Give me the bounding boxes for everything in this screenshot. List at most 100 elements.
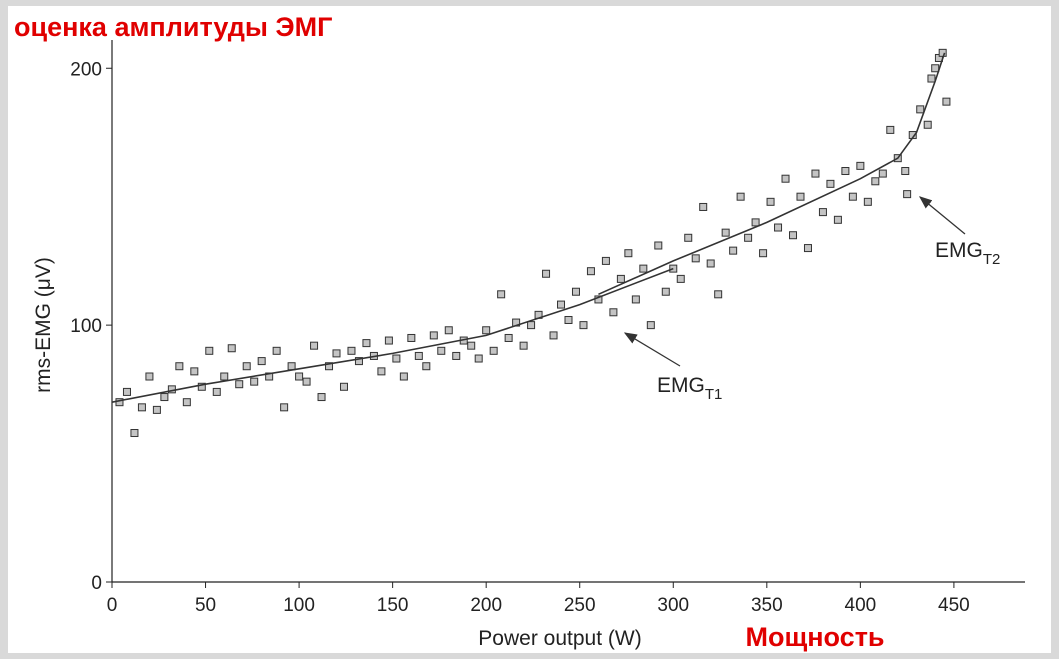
point	[789, 231, 798, 240]
point	[714, 290, 723, 299]
point	[444, 326, 453, 335]
point	[803, 244, 812, 253]
point	[818, 208, 827, 217]
point	[616, 274, 625, 283]
point	[504, 333, 513, 342]
point	[197, 382, 206, 391]
point	[295, 372, 304, 381]
point	[841, 167, 850, 176]
point	[646, 321, 655, 330]
point	[280, 403, 289, 412]
point	[429, 331, 438, 340]
annotation: EMGT1	[657, 374, 722, 403]
point	[729, 246, 738, 255]
point	[931, 64, 940, 73]
point	[863, 197, 872, 206]
x-tick-label: 250	[564, 595, 596, 616]
annotation: EMGT2	[935, 239, 1000, 268]
point	[250, 377, 259, 386]
annotation-arrow	[623, 332, 681, 367]
point	[497, 290, 506, 299]
point	[654, 241, 663, 250]
point	[474, 354, 483, 363]
point	[759, 249, 768, 258]
annotation-text: EMG	[935, 239, 983, 262]
point	[414, 351, 423, 360]
point	[639, 264, 648, 273]
x-tick-label: 0	[107, 595, 118, 616]
point	[175, 362, 184, 371]
point	[571, 287, 580, 296]
point	[579, 321, 588, 330]
annotation-arrow	[918, 196, 966, 235]
x-tick-label: 50	[195, 595, 216, 616]
point	[923, 120, 932, 129]
point	[220, 372, 229, 381]
point	[781, 174, 790, 183]
annotation-text: EMG	[657, 374, 705, 397]
point	[137, 403, 146, 412]
point	[609, 308, 618, 317]
point	[145, 372, 154, 381]
point	[519, 341, 528, 350]
point	[811, 169, 820, 178]
point	[182, 398, 191, 407]
point	[332, 349, 341, 358]
point	[903, 190, 912, 199]
point	[302, 377, 311, 386]
annotation-sub: T1	[705, 386, 723, 403]
point	[871, 177, 880, 186]
point	[160, 393, 169, 402]
point	[927, 74, 936, 83]
point	[242, 362, 251, 371]
point	[699, 202, 708, 211]
point	[399, 372, 408, 381]
point	[377, 367, 386, 376]
point	[774, 223, 783, 232]
point	[661, 287, 670, 296]
point	[631, 295, 640, 304]
y-tick-label: 0	[91, 573, 102, 594]
point	[392, 354, 401, 363]
y-tick-label: 200	[70, 59, 102, 80]
point	[736, 192, 745, 201]
point	[916, 105, 925, 114]
point	[878, 169, 887, 178]
point	[489, 346, 498, 355]
point	[422, 362, 431, 371]
point	[362, 339, 371, 348]
point	[624, 249, 633, 258]
point	[152, 405, 161, 414]
frame	[8, 6, 1051, 653]
point	[826, 179, 835, 188]
point	[766, 197, 775, 206]
point	[833, 215, 842, 224]
point	[706, 259, 715, 268]
point	[452, 351, 461, 360]
point	[557, 300, 566, 309]
point	[212, 387, 221, 396]
x-axis-label-ru: Мощность	[745, 622, 884, 652]
point	[287, 362, 296, 371]
point	[684, 233, 693, 242]
point	[721, 228, 730, 237]
point	[467, 341, 476, 350]
point	[407, 333, 416, 342]
point	[227, 344, 236, 353]
point	[744, 233, 753, 242]
point	[542, 269, 551, 278]
point	[354, 357, 363, 366]
point	[901, 167, 910, 176]
point	[384, 336, 393, 345]
point	[325, 362, 334, 371]
x-tick-label: 400	[845, 595, 877, 616]
point	[310, 341, 319, 350]
point	[190, 367, 199, 376]
point	[130, 429, 139, 438]
point	[751, 218, 760, 227]
point	[257, 357, 266, 366]
point	[886, 125, 895, 134]
annotation-sub: T2	[983, 251, 1001, 268]
point	[938, 48, 947, 57]
point	[586, 267, 595, 276]
